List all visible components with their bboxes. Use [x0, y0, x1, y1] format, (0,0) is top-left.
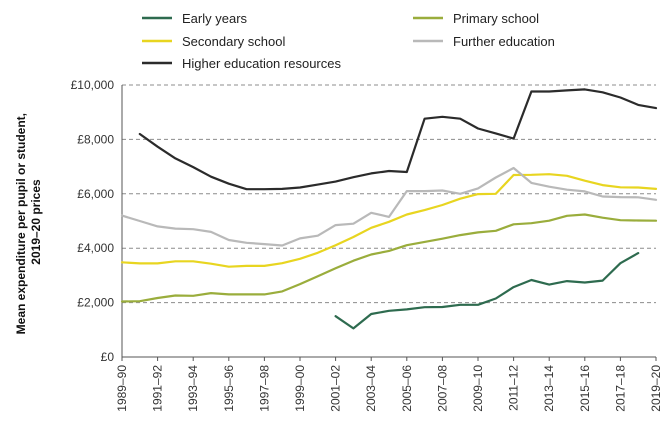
x-tick-label: 1997–98	[257, 365, 271, 412]
y-axis-title: Mean expenditure per pupil or student, 2…	[14, 110, 43, 335]
axes	[121, 85, 656, 358]
series-line-primary-school	[120, 213, 658, 303]
y-tick-label: £6,000	[77, 187, 114, 201]
x-tick-label: 2005–06	[400, 365, 414, 412]
x-tick-label: 1989–90	[115, 365, 129, 412]
series-line-higher-education-resources	[138, 88, 658, 191]
series-line-further-education	[120, 166, 658, 247]
x-tick-label: 2003–04	[364, 365, 378, 412]
x-tick-label: 2009–10	[471, 365, 485, 412]
series-line-early-years	[334, 252, 640, 330]
series-line-secondary-school	[120, 173, 658, 268]
x-tick-label: 2017–18	[613, 365, 627, 412]
legend-label-higher-education-resources: Higher education resources	[182, 56, 341, 71]
y-tick-label: £4,000	[77, 241, 114, 255]
x-tick-label: 2007–08	[435, 365, 449, 412]
x-tick-label: 1995–96	[222, 365, 236, 412]
y-tick-label: £8,000	[77, 132, 114, 146]
x-tick-label: 1999–00	[293, 365, 307, 412]
y-axis-title-line-2: 2019–20 prices	[29, 179, 43, 265]
x-tick-label: 2011–12	[507, 365, 521, 411]
x-tick-label: 2015–16	[578, 365, 592, 412]
series-lines	[120, 88, 658, 330]
y-tick-label: £2,000	[77, 296, 114, 310]
x-tick-label: 2013–14	[542, 365, 556, 412]
legend: Early years Primary school Secondary schoo…	[142, 11, 555, 71]
legend-label-primary-school: Primary school	[453, 11, 539, 26]
x-tick-label: 1993–94	[186, 365, 200, 412]
legend-label-secondary-school: Secondary school	[182, 34, 285, 49]
gridlines	[122, 84, 656, 304]
legend-label-further-education: Further education	[453, 34, 555, 49]
x-tick-label: 2001–02	[329, 365, 343, 412]
y-tick-labels: £0 £2,000 £4,000 £6,000 £8,000 £10,000	[71, 78, 115, 364]
y-tick-label: £10,000	[71, 78, 115, 92]
y-tick-label: £0	[101, 350, 115, 364]
x-tick-labels: 1989–90 1991–92 1993–94 1995–96 1997–98 1999–…	[115, 357, 663, 412]
legend-label-early-years: Early years	[182, 11, 248, 26]
x-tick-label: 1991–92	[151, 365, 165, 412]
x-tick-label: 2019–20	[649, 365, 663, 412]
y-axis-title-line-1: Mean expenditure per pupil or student,	[14, 113, 28, 334]
